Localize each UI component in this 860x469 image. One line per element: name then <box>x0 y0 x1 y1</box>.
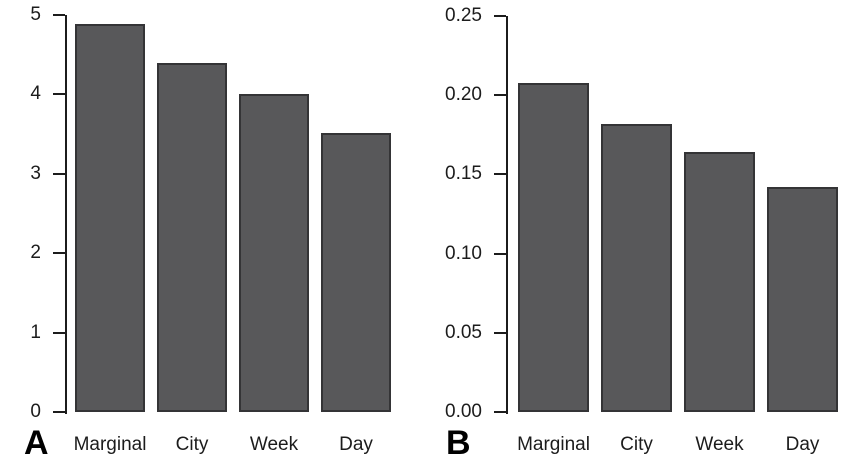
bar-day <box>767 187 838 412</box>
y-tick-label: 0.25 <box>445 5 482 26</box>
x-category-label: City <box>620 434 653 455</box>
y-tick-mark <box>494 411 506 413</box>
y-tick-label: 3 <box>30 162 41 184</box>
y-tick-mark <box>53 172 65 175</box>
y-tick-mark <box>53 93 65 96</box>
y-tick-mark <box>53 252 65 255</box>
y-tick-label: 5 <box>30 4 41 25</box>
x-category-label: Week <box>695 434 744 455</box>
y-tick-mark <box>53 331 65 334</box>
x-category-label: City <box>175 434 209 455</box>
panel-b: 0.00 0.05 0.10 0.15 0.20 0.25 Marginal City Week… <box>430 0 860 469</box>
bar-marginal <box>518 82 589 412</box>
panel-letter-b: B <box>446 424 471 462</box>
y-tick-mark <box>53 14 65 16</box>
y-tick-mark <box>53 411 65 413</box>
y-tick-label: 0 <box>30 401 41 422</box>
bar-week <box>239 93 309 412</box>
bar-city <box>601 123 672 412</box>
y-tick-label: 0.00 <box>445 401 482 422</box>
x-category-label: Marginal <box>517 434 590 455</box>
y-tick-label: 0.10 <box>445 242 482 264</box>
y-tick-mark <box>494 173 506 176</box>
y-tick-mark <box>494 15 506 17</box>
y-tick-mark <box>494 331 506 334</box>
y-axis-line <box>65 15 67 414</box>
y-tick-label: 0.05 <box>445 321 482 343</box>
x-category-label: Day <box>339 434 373 455</box>
x-category-label: Marginal <box>73 434 147 455</box>
y-tick-label: 0.15 <box>445 163 482 185</box>
panel-a: 0 1 2 3 4 5 Marginal City Week Day A <box>24 4 391 462</box>
y-tick-label: 1 <box>30 321 41 343</box>
bar-day <box>321 132 391 412</box>
x-category-label: Week <box>249 434 299 455</box>
bar-marginal <box>75 23 145 412</box>
y-tick-label: 0.20 <box>445 84 482 106</box>
y-tick-label: 4 <box>30 83 41 105</box>
panel-letter-a: A <box>24 424 49 462</box>
y-axis-line <box>506 16 508 414</box>
bar-city <box>157 63 227 412</box>
bar-week <box>684 152 755 412</box>
x-category-label: Day <box>785 434 820 455</box>
y-tick-mark <box>494 252 506 255</box>
y-tick-mark <box>494 94 506 97</box>
y-tick-label: 2 <box>30 242 41 264</box>
